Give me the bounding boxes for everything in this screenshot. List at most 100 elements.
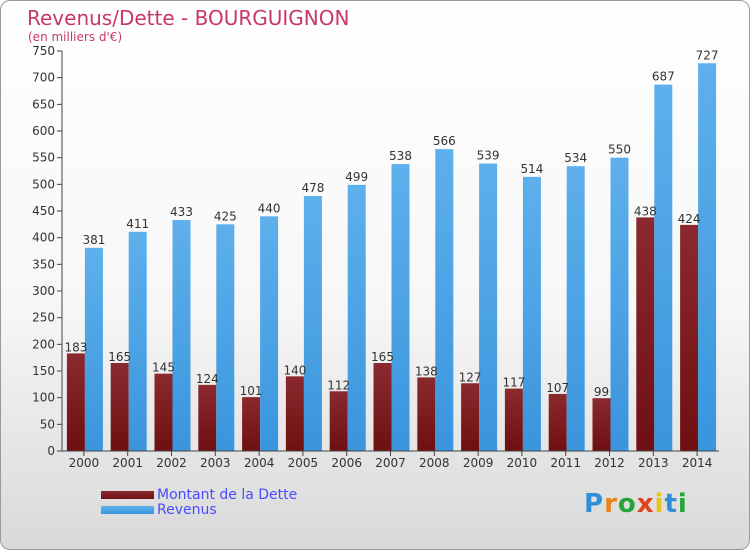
- data-label-revenue-2002: 433: [170, 205, 193, 219]
- logo-letter: x: [636, 489, 655, 519]
- data-label-debt-2007: 165: [371, 350, 394, 364]
- bar-debt-2008: [417, 377, 436, 451]
- data-label-revenue-2014: 727: [696, 48, 719, 62]
- y-tick-label: 100: [32, 391, 55, 405]
- y-tick-label: 300: [32, 284, 55, 298]
- x-tick-label: 2011: [550, 456, 581, 470]
- legend-swatch-debt: [101, 490, 154, 499]
- x-tick-label: 2000: [69, 456, 100, 470]
- legend-item-revenue: Revenus: [101, 501, 297, 518]
- legend: Montant de la Dette Revenus: [101, 486, 298, 518]
- y-tick-label: 200: [32, 337, 55, 351]
- data-label-revenue-2012: 550: [608, 143, 631, 157]
- data-label-debt-2001: 165: [108, 350, 131, 364]
- data-label-debt-2004: 101: [240, 384, 263, 398]
- data-label-debt-2014: 424: [678, 212, 701, 226]
- x-tick-label: 2003: [200, 456, 231, 470]
- y-tick-label: 500: [32, 177, 55, 191]
- y-tick-label: 550: [32, 151, 55, 165]
- bar-revenue-2003: [216, 224, 235, 451]
- x-tick-label: 2009: [463, 456, 494, 470]
- chart-title: Revenus/Dette - BOURGUIGNON: [27, 6, 350, 30]
- data-label-revenue-2003: 425: [214, 209, 237, 223]
- y-tick-label: 50: [40, 417, 55, 431]
- bar-revenue-2011: [566, 166, 585, 451]
- data-label-revenue-2010: 514: [520, 162, 543, 176]
- data-label-revenue-2009: 539: [477, 149, 500, 163]
- legend-label-revenue: Revenus: [157, 501, 217, 518]
- data-label-debt-2009: 127: [459, 370, 482, 384]
- x-tick-label: 2002: [156, 456, 187, 470]
- x-tick-label: 2007: [375, 456, 406, 470]
- data-label-debt-2008: 138: [415, 364, 438, 378]
- bar-debt-2009: [461, 383, 480, 451]
- data-label-debt-2010: 117: [502, 376, 525, 390]
- bar-revenue-2008: [435, 149, 454, 451]
- legend-item-debt: Montant de la Dette: [101, 486, 298, 503]
- x-tick-label: 2008: [419, 456, 450, 470]
- bar-debt-2001: [110, 363, 129, 451]
- data-label-debt-2002: 145: [152, 361, 175, 375]
- data-label-debt-2006: 112: [327, 378, 350, 392]
- data-label-revenue-2000: 381: [82, 233, 105, 247]
- x-tick-label: 2005: [288, 456, 319, 470]
- bar-debt-2005: [285, 376, 304, 451]
- data-label-revenue-2006: 499: [345, 170, 368, 184]
- legend-label-debt: Montant de la Dette: [157, 486, 298, 503]
- y-tick-label: 700: [32, 71, 55, 85]
- logo-letter: o: [617, 489, 637, 519]
- logo-letter: i: [654, 489, 665, 519]
- bar-debt-2010: [504, 388, 523, 451]
- bar-revenue-2006: [347, 184, 366, 451]
- bar-revenue-2014: [698, 63, 717, 452]
- bar-debt-2006: [329, 391, 348, 451]
- data-label-revenue-2013: 687: [652, 70, 675, 84]
- y-tick-label: 250: [32, 311, 55, 325]
- chart-subtitle: (en milliers d'€): [28, 30, 123, 44]
- bar-revenue-2002: [172, 220, 191, 451]
- data-label-debt-2013: 438: [634, 204, 657, 218]
- bar-revenue-2010: [522, 176, 541, 451]
- y-tick-label: 750: [32, 44, 55, 58]
- data-label-revenue-2007: 538: [389, 149, 412, 163]
- x-tick-label: 2012: [594, 456, 625, 470]
- y-tick-label: 650: [32, 97, 55, 111]
- data-label-revenue-2008: 566: [433, 134, 456, 148]
- logo-letter: P: [584, 489, 605, 519]
- bar-debt-2003: [198, 384, 217, 451]
- bar-revenue-2000: [84, 247, 103, 451]
- bar-debt-2002: [154, 373, 173, 451]
- y-tick-label: 150: [32, 364, 55, 378]
- logo-letter: i: [677, 489, 688, 519]
- logo-letter: t: [664, 489, 678, 519]
- bar-revenue-2013: [654, 84, 673, 451]
- data-label-revenue-2004: 440: [258, 201, 281, 215]
- bar-revenue-2004: [260, 216, 279, 451]
- bar-debt-2000: [66, 353, 85, 451]
- bar-debt-2013: [636, 217, 655, 451]
- data-label-debt-2011: 107: [546, 381, 569, 395]
- bar-revenue-2012: [610, 157, 629, 451]
- data-label-debt-2005: 140: [283, 363, 306, 377]
- x-tick-label: 2014: [682, 456, 713, 470]
- bar-debt-2011: [548, 393, 567, 451]
- bar-debt-2007: [373, 363, 392, 451]
- x-tick-label: 2006: [331, 456, 362, 470]
- x-tick-label: 2001: [112, 456, 143, 470]
- bar-debt-2012: [592, 398, 611, 451]
- data-label-revenue-2011: 534: [564, 151, 587, 165]
- data-label-debt-2012: 99: [594, 385, 609, 399]
- x-tick-label: 2010: [507, 456, 538, 470]
- data-label-revenue-2005: 478: [301, 181, 324, 195]
- bar-debt-2014: [680, 224, 699, 451]
- bar-debt-2004: [242, 397, 261, 451]
- legend-swatch-revenue: [101, 505, 154, 514]
- x-tick-label: 2013: [638, 456, 669, 470]
- data-label-debt-2000: 183: [64, 340, 87, 354]
- x-tick-label: 2004: [244, 456, 275, 470]
- bar-revenue-2007: [391, 164, 410, 452]
- bar-revenue-2009: [479, 163, 498, 452]
- y-tick-label: 350: [32, 257, 55, 271]
- data-label-debt-2003: 124: [196, 372, 219, 386]
